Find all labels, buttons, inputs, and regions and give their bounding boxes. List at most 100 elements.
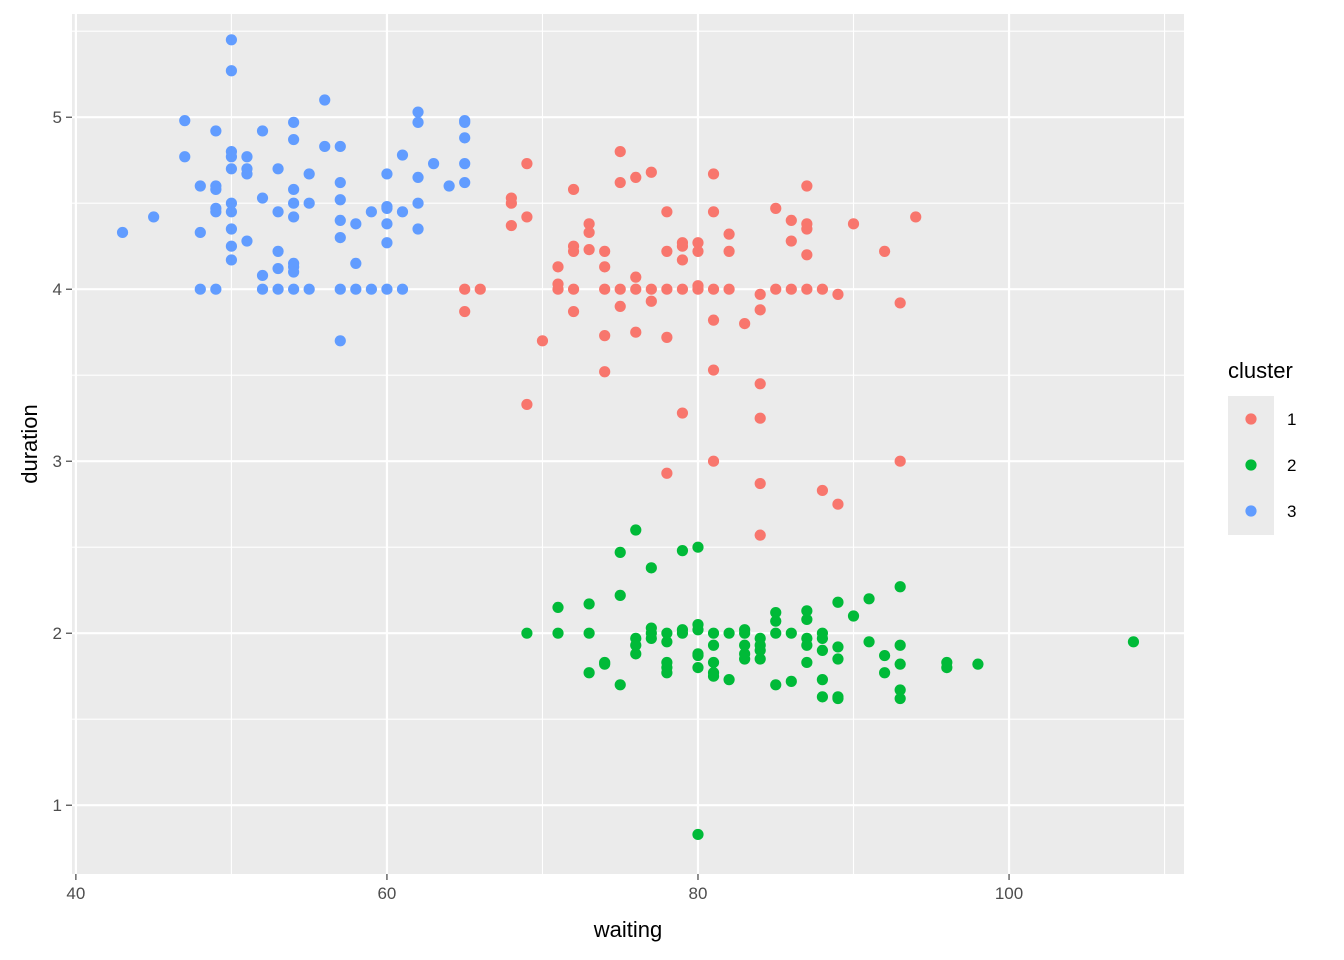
point-cluster-2: [785, 675, 797, 687]
point-cluster-2: [661, 636, 673, 648]
point-cluster-1: [552, 261, 564, 273]
point-cluster-1: [630, 326, 642, 338]
point-cluster-2: [972, 658, 984, 670]
point-cluster-1: [645, 283, 657, 295]
x-tick-label: 40: [66, 884, 85, 903]
point-cluster-2: [801, 639, 813, 651]
point-cluster-2: [816, 632, 829, 644]
legend-key-3: [1245, 505, 1257, 517]
point-cluster-1: [739, 318, 751, 330]
point-cluster-3: [256, 192, 269, 204]
point-cluster-2: [816, 674, 829, 686]
point-cluster-2: [552, 601, 564, 614]
point-cluster-2: [832, 653, 844, 665]
point-cluster-3: [381, 237, 393, 249]
point-cluster-1: [754, 378, 766, 390]
point-cluster-1: [567, 283, 580, 295]
point-cluster-1: [723, 228, 735, 240]
point-cluster-2: [614, 679, 626, 691]
point-cluster-2: [692, 649, 704, 662]
point-cluster-2: [770, 615, 782, 627]
point-cluster-3: [241, 151, 253, 163]
point-cluster-1: [707, 314, 720, 326]
point-cluster-2: [801, 656, 813, 669]
point-cluster-3: [225, 197, 238, 209]
point-cluster-3: [288, 116, 300, 128]
point-cluster-1: [661, 331, 673, 343]
point-cluster-3: [241, 168, 253, 180]
point-cluster-3: [412, 116, 424, 128]
point-cluster-2: [801, 605, 813, 617]
point-cluster-1: [552, 283, 564, 295]
point-cluster-2: [707, 627, 720, 639]
point-cluster-1: [661, 467, 673, 479]
point-cluster-3: [427, 158, 440, 170]
point-cluster-3: [179, 115, 191, 127]
point-cluster-1: [785, 283, 797, 295]
point-cluster-2: [894, 684, 906, 696]
y-tick-label: 4: [53, 280, 62, 299]
point-cluster-1: [910, 211, 922, 223]
point-cluster-2: [847, 610, 860, 622]
point-cluster-1: [599, 366, 611, 378]
point-cluster-2: [1127, 636, 1140, 648]
point-cluster-1: [676, 254, 689, 266]
point-cluster-3: [334, 232, 346, 244]
point-cluster-1: [567, 183, 580, 196]
point-cluster-2: [770, 627, 782, 639]
point-cluster-3: [459, 158, 471, 170]
point-cluster-1: [614, 176, 626, 189]
point-cluster-2: [630, 524, 642, 536]
point-cluster-1: [707, 283, 720, 295]
point-cluster-3: [334, 214, 346, 226]
point-cluster-3: [303, 283, 315, 295]
y-tick-label: 2: [53, 624, 62, 643]
point-cluster-1: [583, 218, 595, 230]
point-cluster-1: [707, 168, 720, 180]
point-cluster-1: [707, 364, 720, 376]
point-cluster-1: [770, 283, 782, 295]
point-cluster-1: [692, 237, 704, 249]
legend-label-2: 2: [1287, 456, 1296, 475]
point-cluster-1: [894, 297, 906, 309]
point-cluster-3: [288, 133, 300, 146]
point-cluster-3: [225, 163, 238, 175]
point-cluster-3: [288, 283, 300, 295]
point-cluster-3: [225, 223, 238, 235]
minor-gridlines: [72, 14, 1184, 874]
point-cluster-3: [225, 240, 238, 252]
point-cluster-2: [661, 667, 673, 679]
point-cluster-2: [583, 667, 595, 679]
y-axis-title: duration: [17, 404, 42, 484]
point-cluster-1: [785, 235, 797, 247]
point-cluster-1: [661, 245, 673, 257]
y-tick-label: 5: [53, 108, 62, 127]
point-cluster-1: [816, 283, 829, 295]
point-cluster-3: [210, 125, 222, 137]
point-cluster-1: [521, 211, 533, 223]
point-cluster-1: [521, 398, 533, 411]
y-axis: 1 2 3 4 5: [53, 108, 72, 815]
point-cluster-2: [630, 648, 642, 660]
point-cluster-3: [225, 206, 238, 218]
point-cluster-2: [723, 674, 735, 686]
point-cluster-2: [832, 692, 844, 705]
x-axis-title: waiting: [593, 917, 662, 942]
point-cluster-2: [879, 649, 891, 662]
point-cluster-3: [194, 180, 206, 192]
point-cluster-3: [303, 197, 315, 209]
point-cluster-1: [505, 197, 517, 209]
point-cluster-3: [210, 206, 222, 218]
x-axis: 40 60 80 100: [66, 874, 1023, 903]
point-cluster-3: [381, 168, 393, 180]
point-cluster-1: [630, 283, 642, 295]
point-cluster-1: [599, 245, 611, 257]
point-cluster-1: [816, 484, 829, 497]
point-cluster-3: [256, 125, 269, 137]
point-cluster-3: [443, 180, 455, 192]
point-cluster-1: [754, 304, 766, 316]
legend-title: cluster: [1228, 358, 1293, 383]
point-cluster-1: [459, 283, 471, 295]
point-cluster-3: [396, 149, 409, 161]
